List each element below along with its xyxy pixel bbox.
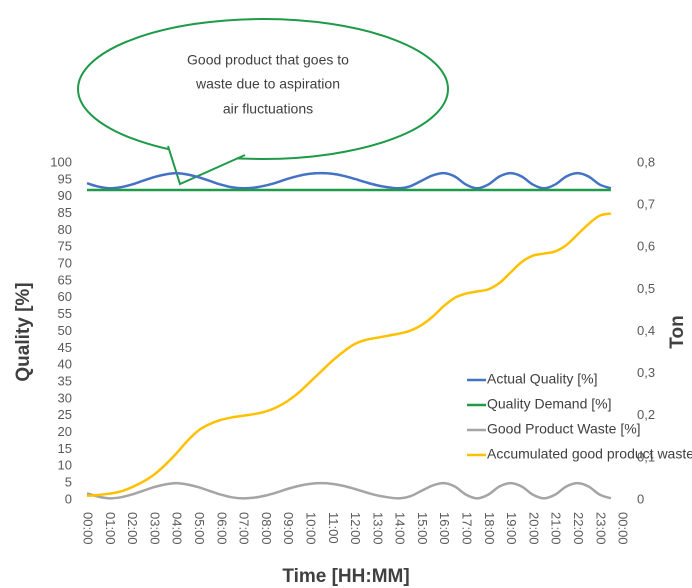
y2-tick-label: 0 — [637, 491, 644, 506]
y-tick-label: 40 — [58, 357, 72, 372]
y-tick-label: 20 — [58, 424, 72, 439]
y-tick-label: 90 — [58, 188, 72, 203]
x-tick-label: 19:00 — [504, 512, 519, 545]
legend-label: Actual Quality [%] — [487, 371, 598, 387]
x-tick-label: 13:00 — [370, 512, 385, 545]
x-tick-label: 11:00 — [326, 512, 341, 544]
y-tick-label: 75 — [58, 239, 72, 254]
x-axis-title: Time [HH:MM] — [282, 566, 409, 587]
x-tick-label: 21:00 — [549, 512, 564, 545]
x-tick-label: 02:00 — [125, 512, 140, 545]
x-tick-label: 10:00 — [303, 512, 318, 545]
y-tick-label: 25 — [58, 407, 72, 422]
y2-tick-label: 0,4 — [637, 323, 655, 338]
x-tick-label: 07:00 — [237, 512, 252, 545]
x-tick-label: 09:00 — [281, 512, 296, 545]
y-tick-label: 0 — [65, 491, 72, 506]
y-tick-label: 50 — [58, 323, 72, 338]
x-tick-label: 17:00 — [460, 512, 475, 545]
y2-tick-label: 0,5 — [637, 281, 655, 296]
y2-tick-label: 0,2 — [637, 407, 655, 422]
y2-tick-label: 0,3 — [637, 365, 655, 380]
y2-tick-label: 0,6 — [637, 239, 655, 254]
callout-text: air fluctuations — [223, 101, 313, 117]
y-tick-label: 15 — [58, 441, 72, 456]
y-tick-label: 45 — [58, 340, 72, 355]
x-tick-label: 03:00 — [147, 512, 162, 545]
y-tick-label: 85 — [58, 205, 72, 220]
y-tick-label: 10 — [58, 458, 72, 473]
legend-label: Quality Demand [%] — [487, 396, 612, 412]
y-tick-label: 65 — [58, 272, 72, 287]
legend-label: Good Product Waste [%] — [487, 421, 641, 437]
x-tick-label: 05:00 — [192, 512, 207, 545]
callout-bubble — [77, 18, 449, 160]
x-tick-label: 00:00 — [81, 512, 96, 545]
y-tick-label: 80 — [58, 222, 72, 237]
x-tick-label: 12:00 — [348, 512, 363, 545]
callout-text: Good product that goes to — [187, 52, 349, 68]
x-tick-label: 06:00 — [214, 512, 229, 545]
callout-tail — [167, 145, 246, 186]
y-tick-label: 95 — [58, 171, 72, 186]
series-line — [86, 171, 612, 190]
x-tick-label: 15:00 — [415, 512, 430, 545]
y2-tick-label: 0,7 — [637, 197, 655, 212]
x-tick-label: 04:00 — [170, 512, 185, 545]
y2-tick-label: 0,8 — [637, 154, 655, 169]
y-tick-label: 5 — [65, 475, 72, 490]
x-tick-label: 16:00 — [437, 512, 452, 545]
y-tick-label: 30 — [58, 390, 72, 405]
y-axis-title: Quality [%] — [13, 282, 34, 381]
callout-text: waste due to aspiration — [195, 76, 340, 92]
x-tick-label: 01:00 — [103, 512, 118, 545]
x-tick-label: 00:00 — [616, 512, 631, 545]
y-tick-label: 70 — [58, 256, 72, 271]
y-tick-label: 100 — [50, 154, 72, 169]
x-tick-label: 08:00 — [259, 512, 274, 545]
x-tick-label: 14:00 — [393, 512, 408, 545]
y-tick-label: 35 — [58, 373, 72, 388]
x-tick-label: 22:00 — [571, 512, 586, 545]
y-tick-label: 60 — [58, 289, 72, 304]
y2-axis-title: Ton — [667, 315, 688, 348]
series-line — [86, 212, 612, 498]
x-tick-label: 20:00 — [526, 512, 541, 545]
y2-tick-label: 0,1 — [637, 449, 655, 464]
legend-label: Accumulated good product waste [T] — [487, 446, 692, 462]
x-tick-label: 18:00 — [482, 512, 497, 545]
y-tick-label: 55 — [58, 306, 72, 321]
series-line — [86, 481, 612, 500]
x-tick-label: 23:00 — [593, 512, 608, 545]
